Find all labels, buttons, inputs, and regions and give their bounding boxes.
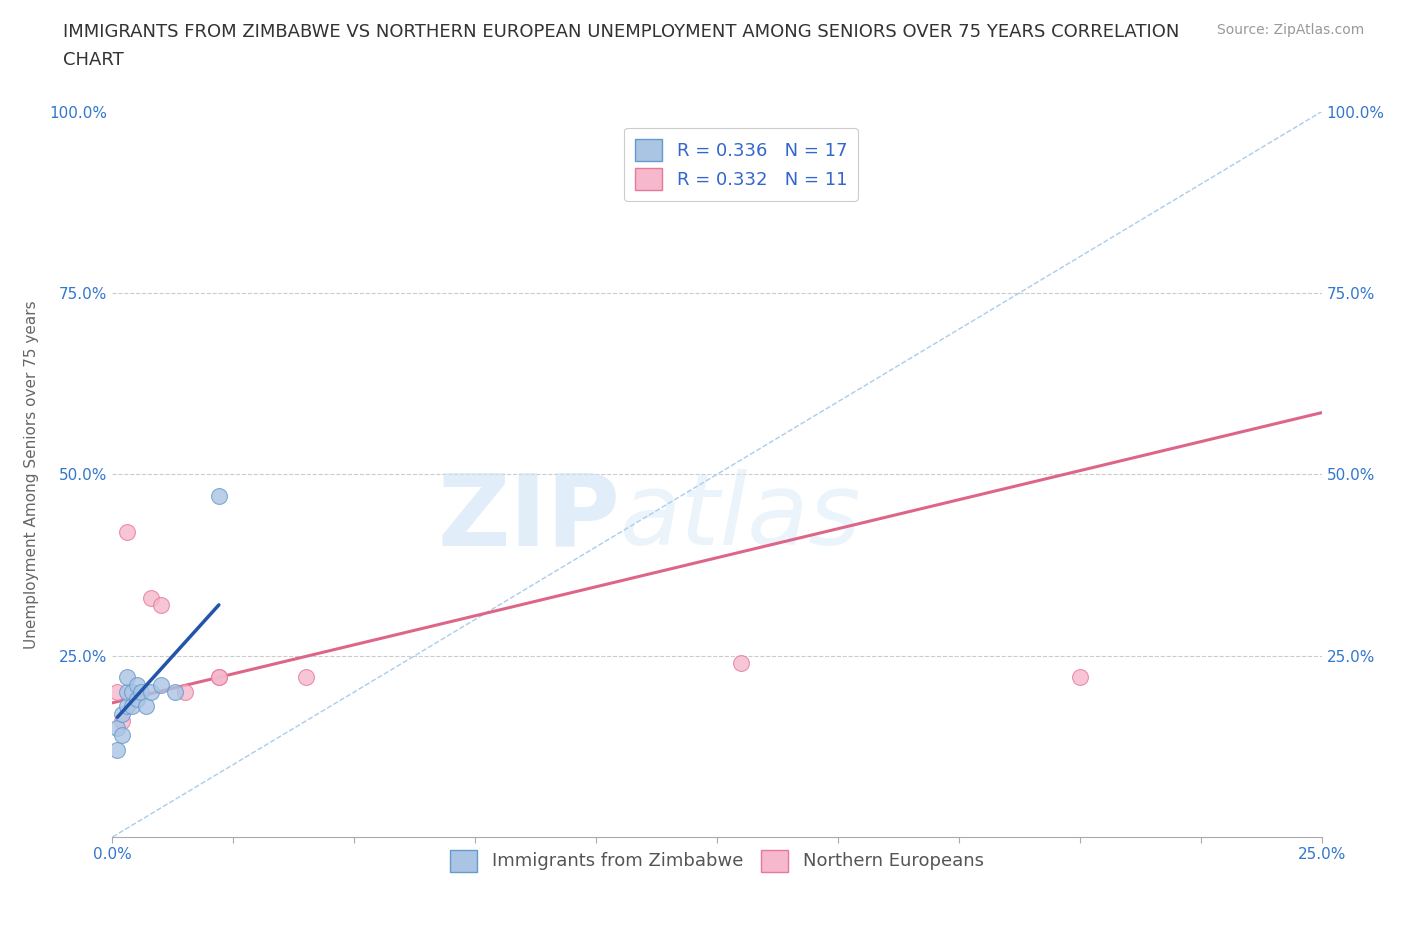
Point <box>295 670 318 684</box>
Text: CHART: CHART <box>63 51 124 69</box>
Point <box>208 488 231 503</box>
Point <box>165 684 187 699</box>
Point <box>121 684 143 699</box>
Point <box>111 713 134 728</box>
Point <box>105 721 128 736</box>
Point <box>121 699 143 714</box>
Point <box>141 684 163 699</box>
Text: ZIP: ZIP <box>437 470 620 566</box>
Text: IMMIGRANTS FROM ZIMBABWE VS NORTHERN EUROPEAN UNEMPLOYMENT AMONG SENIORS OVER 75: IMMIGRANTS FROM ZIMBABWE VS NORTHERN EUR… <box>63 23 1180 41</box>
Point <box>125 677 148 692</box>
Point <box>125 692 148 707</box>
Point <box>111 706 134 721</box>
Legend: Immigrants from Zimbabwe, Northern Europeans: Immigrants from Zimbabwe, Northern Europ… <box>443 843 991 879</box>
Point <box>115 525 138 539</box>
Point <box>105 684 128 699</box>
Point <box>1069 670 1091 684</box>
Point <box>208 670 231 684</box>
Y-axis label: Unemployment Among Seniors over 75 years: Unemployment Among Seniors over 75 years <box>24 300 38 648</box>
Point <box>115 684 138 699</box>
Point <box>149 677 172 692</box>
Point <box>141 591 163 605</box>
Point <box>208 670 231 684</box>
Point <box>111 728 134 743</box>
Point <box>135 699 157 714</box>
Point <box>115 699 138 714</box>
Point <box>730 656 752 671</box>
Point <box>131 684 153 699</box>
Point <box>105 742 128 757</box>
Point <box>149 597 172 612</box>
Text: atlas: atlas <box>620 470 862 566</box>
Point <box>115 670 138 684</box>
Point <box>174 684 197 699</box>
Text: Source: ZipAtlas.com: Source: ZipAtlas.com <box>1216 23 1364 37</box>
